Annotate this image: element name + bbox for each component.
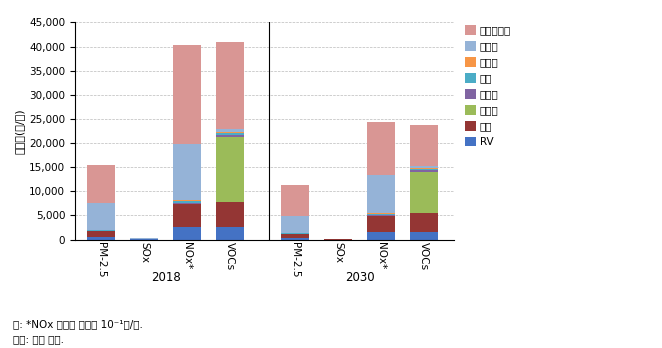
Bar <box>173 45 201 144</box>
Bar <box>367 214 395 215</box>
Bar <box>173 201 201 203</box>
Bar <box>216 202 244 227</box>
Bar <box>281 185 308 216</box>
Bar <box>173 199 201 201</box>
Bar <box>410 170 438 172</box>
Bar <box>410 172 438 213</box>
Bar <box>87 230 115 231</box>
Text: 2030: 2030 <box>345 271 374 284</box>
Text: 자료: 저자 작성.: 자료: 저자 작성. <box>13 334 64 345</box>
Bar <box>216 137 244 202</box>
Bar <box>216 132 244 133</box>
Bar <box>87 237 115 239</box>
Bar <box>410 213 438 232</box>
Bar <box>410 232 438 239</box>
Bar <box>367 216 395 232</box>
Bar <box>410 166 438 168</box>
Legend: 도로재비산, 화물차, 특수차, 택시, 승합차, 승용차, 버스, RV: 도로재비산, 화물차, 특수차, 택시, 승합차, 승용차, 버스, RV <box>463 23 513 149</box>
Bar <box>281 233 308 234</box>
Bar <box>367 121 395 175</box>
Text: 주: *NOx 배출량 단위는 10⁻¹톤/연.: 주: *NOx 배출량 단위는 10⁻¹톤/연. <box>13 319 143 329</box>
Bar <box>410 169 438 170</box>
Bar <box>173 144 201 199</box>
Bar <box>367 215 395 216</box>
Bar <box>130 238 158 239</box>
Bar <box>410 168 438 169</box>
Bar <box>216 227 244 239</box>
Bar <box>216 129 244 132</box>
Text: 2018: 2018 <box>151 271 180 284</box>
Bar <box>216 42 244 129</box>
Bar <box>216 133 244 135</box>
Bar <box>173 204 201 228</box>
Bar <box>173 203 201 204</box>
Bar <box>281 234 308 238</box>
Bar <box>173 228 201 239</box>
Bar <box>216 135 244 137</box>
Bar <box>281 216 308 233</box>
Y-axis label: 배출량(톤/년): 배출량(톤/년) <box>15 108 25 154</box>
Bar <box>281 238 308 239</box>
Bar <box>367 213 395 214</box>
Bar <box>410 125 438 166</box>
Bar <box>87 203 115 230</box>
Bar <box>87 165 115 203</box>
Bar <box>87 231 115 237</box>
Bar <box>367 232 395 239</box>
Bar <box>367 175 395 213</box>
